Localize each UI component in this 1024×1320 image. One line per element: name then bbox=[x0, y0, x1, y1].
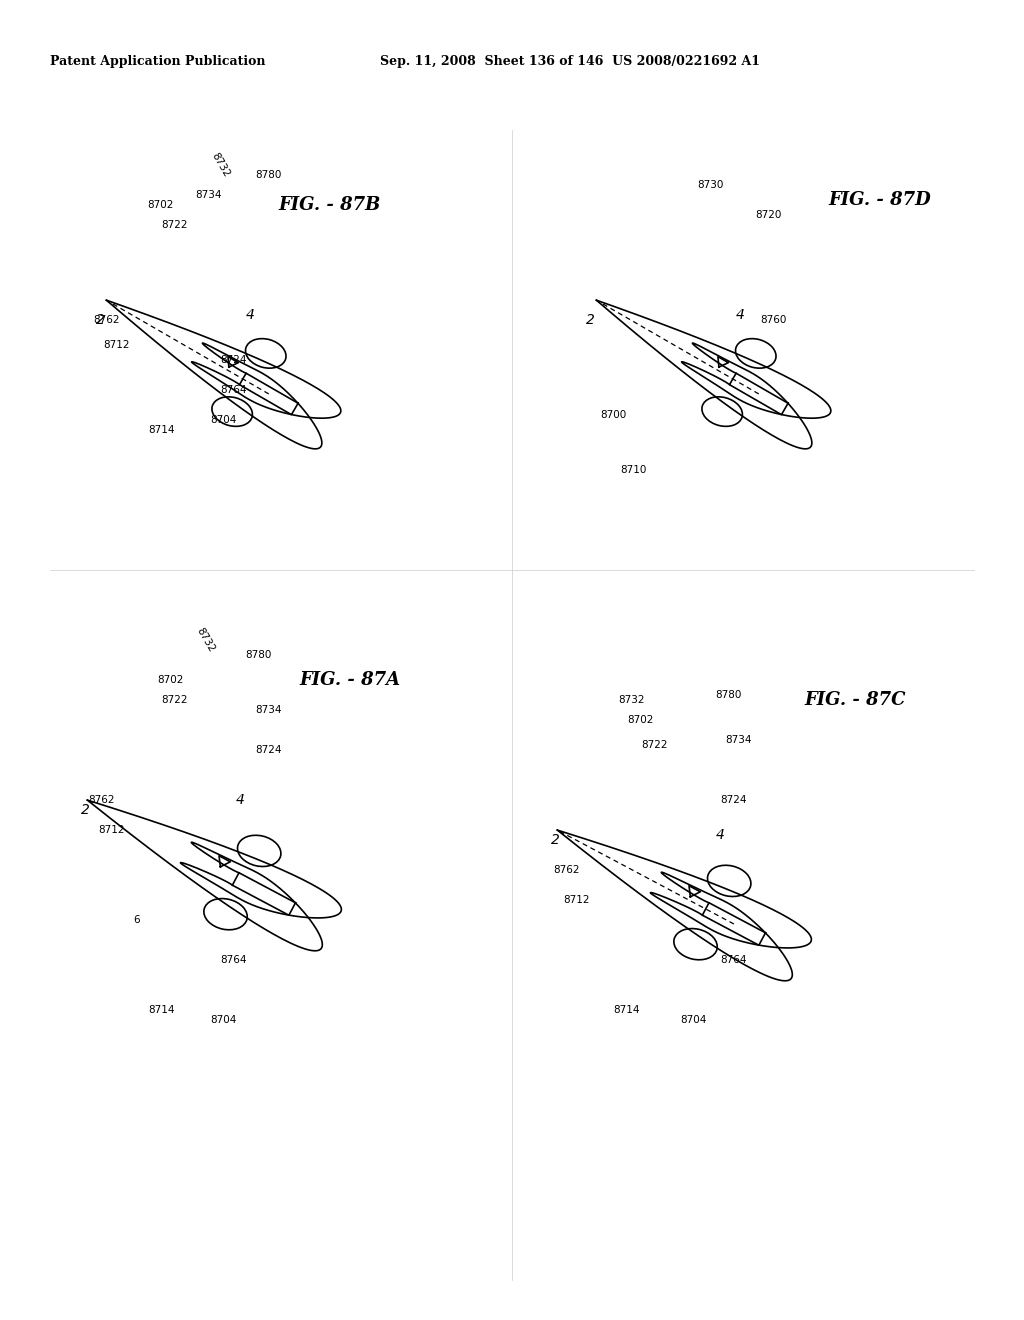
Text: 8710: 8710 bbox=[620, 465, 646, 475]
Text: 8702: 8702 bbox=[627, 715, 653, 725]
Text: 8714: 8714 bbox=[613, 1005, 640, 1015]
Text: 2: 2 bbox=[95, 313, 104, 327]
Text: 4: 4 bbox=[236, 793, 245, 807]
Text: 8722: 8722 bbox=[162, 220, 188, 230]
Text: 8734: 8734 bbox=[255, 705, 282, 715]
Text: 8700: 8700 bbox=[600, 411, 627, 420]
Text: 4: 4 bbox=[735, 308, 744, 322]
Text: FIG. - 87D: FIG. - 87D bbox=[828, 191, 932, 209]
Text: 8732: 8732 bbox=[618, 696, 645, 705]
Text: 2: 2 bbox=[551, 833, 559, 847]
Text: 8762: 8762 bbox=[554, 865, 580, 875]
Text: 8762: 8762 bbox=[93, 315, 120, 325]
Text: 8764: 8764 bbox=[720, 954, 746, 965]
Text: 8722: 8722 bbox=[162, 696, 188, 705]
Text: 8712: 8712 bbox=[563, 895, 590, 906]
Text: 8730: 8730 bbox=[696, 180, 723, 190]
Text: 8732: 8732 bbox=[209, 150, 231, 180]
Text: Patent Application Publication: Patent Application Publication bbox=[50, 55, 265, 69]
Text: 8760: 8760 bbox=[760, 315, 786, 325]
Text: 8714: 8714 bbox=[148, 425, 175, 436]
Text: 8780: 8780 bbox=[715, 690, 741, 700]
Text: 8704: 8704 bbox=[210, 1015, 237, 1026]
Text: 8764: 8764 bbox=[220, 385, 247, 395]
Text: 4: 4 bbox=[716, 828, 724, 842]
Text: FIG. - 87A: FIG. - 87A bbox=[299, 671, 400, 689]
Text: 8712: 8712 bbox=[98, 825, 125, 836]
Text: 8702: 8702 bbox=[157, 675, 183, 685]
Text: FIG. - 87C: FIG. - 87C bbox=[804, 690, 906, 709]
Text: 2: 2 bbox=[81, 803, 89, 817]
Text: Sep. 11, 2008  Sheet 136 of 146  US 2008/0221692 A1: Sep. 11, 2008 Sheet 136 of 146 US 2008/0… bbox=[380, 55, 760, 69]
Text: FIG. - 87B: FIG. - 87B bbox=[279, 195, 381, 214]
Text: 8714: 8714 bbox=[148, 1005, 175, 1015]
Text: 8722: 8722 bbox=[642, 741, 669, 750]
Text: 2: 2 bbox=[586, 313, 595, 327]
Text: 8734: 8734 bbox=[195, 190, 221, 201]
Text: 8702: 8702 bbox=[146, 201, 173, 210]
Text: 8712: 8712 bbox=[103, 341, 130, 350]
Text: 8724: 8724 bbox=[255, 744, 282, 755]
Text: 8732: 8732 bbox=[194, 626, 216, 653]
Text: 8734: 8734 bbox=[725, 735, 752, 744]
Text: 8724: 8724 bbox=[720, 795, 746, 805]
Text: 8724: 8724 bbox=[220, 355, 247, 366]
Text: 8720: 8720 bbox=[755, 210, 781, 220]
Text: 8762: 8762 bbox=[88, 795, 115, 805]
Text: 6: 6 bbox=[133, 915, 140, 925]
Text: 4: 4 bbox=[246, 308, 254, 322]
Text: 8780: 8780 bbox=[245, 649, 271, 660]
Text: 8764: 8764 bbox=[220, 954, 247, 965]
Text: 8704: 8704 bbox=[680, 1015, 707, 1026]
Text: 8704: 8704 bbox=[210, 414, 237, 425]
Text: 8780: 8780 bbox=[255, 170, 282, 180]
